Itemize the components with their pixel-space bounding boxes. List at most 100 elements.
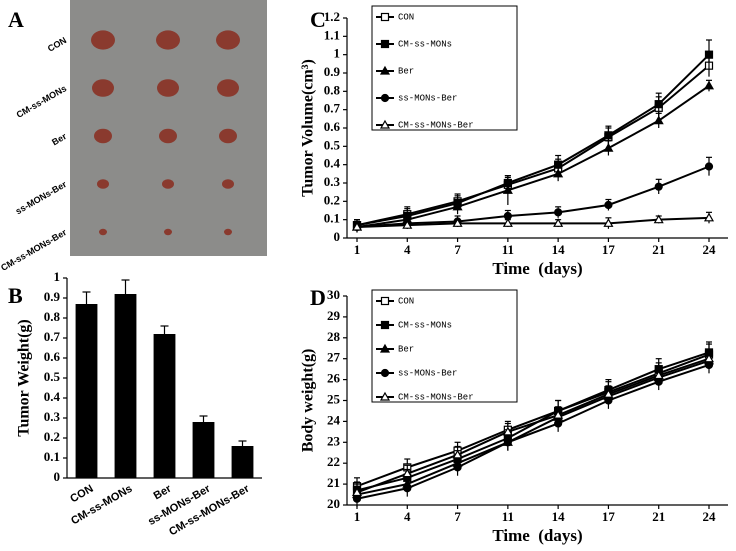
- marker: [703, 80, 715, 90]
- panel-label: B: [8, 283, 23, 308]
- marker: [553, 409, 564, 419]
- y-tick-label: 0.3: [44, 409, 61, 424]
- marker: [604, 131, 613, 140]
- y-tick-label: 20: [327, 496, 340, 511]
- y-tick-label: 0.1: [44, 449, 60, 464]
- marker: [402, 219, 413, 229]
- tumor: [224, 228, 232, 236]
- y-tick-label: 0.5: [324, 137, 341, 152]
- tumor: [94, 128, 112, 144]
- marker: [402, 468, 413, 478]
- tumor: [222, 179, 234, 189]
- x-tick-label: 1: [354, 242, 361, 257]
- marker: [379, 65, 391, 75]
- y-tick-label: 0.4: [44, 389, 61, 404]
- y-tick-label: 1.1: [324, 27, 340, 42]
- series-line: [356, 357, 710, 494]
- x-axis-label: Time (days): [492, 259, 582, 278]
- tumor: [159, 128, 177, 144]
- marker: [453, 463, 462, 472]
- marker: [604, 200, 613, 210]
- legend-label: Ber: [398, 344, 414, 354]
- series-line: [356, 364, 710, 500]
- tumor: [97, 179, 109, 189]
- y-tick-label: 0.9: [44, 289, 61, 304]
- x-tick-label: 14: [552, 242, 566, 257]
- series-line: [356, 64, 710, 227]
- tumor: [164, 228, 172, 236]
- y-tick-label: 0.6: [44, 349, 61, 364]
- marker: [380, 296, 390, 306]
- marker: [452, 201, 463, 211]
- y-tick-label: 0.4: [324, 156, 341, 171]
- series-line: [356, 216, 710, 228]
- x-tick-label: Ber: [152, 482, 175, 502]
- tumor: [91, 30, 115, 50]
- bar: [153, 334, 176, 478]
- x-tick-label: 11: [502, 509, 514, 524]
- marker: [603, 389, 614, 398]
- y-tick-label: 1: [54, 269, 61, 284]
- x-tick-label: 21: [652, 242, 665, 257]
- y-tick-label: 28: [327, 329, 341, 344]
- y-axis-label: Body weight(g): [300, 349, 317, 453]
- y-axis-label: Tumor Volume(cm³): [300, 59, 317, 197]
- y-tick-label: 0.8: [324, 82, 341, 97]
- y-tick-label: 0.9: [324, 64, 341, 79]
- y-tick-label: 0.8: [44, 309, 61, 324]
- marker: [379, 391, 391, 401]
- x-tick-label: 24: [703, 242, 717, 257]
- legend-label: CON: [398, 12, 414, 22]
- panel-label: A: [8, 7, 24, 32]
- y-tick-label: 24: [327, 412, 341, 427]
- series-line: [356, 85, 710, 228]
- marker: [380, 93, 390, 103]
- tumor: [156, 30, 180, 50]
- legend-label: CM-ss-MONs-Ber: [398, 392, 474, 402]
- marker: [703, 353, 715, 363]
- marker: [452, 449, 463, 459]
- tumor: [157, 79, 179, 97]
- y-axis-label: Tumor Weight(g): [16, 319, 33, 437]
- marker: [380, 368, 390, 378]
- tumor: [217, 79, 239, 97]
- x-tick-label: 14: [552, 509, 566, 524]
- marker: [703, 212, 715, 222]
- bar: [75, 304, 98, 478]
- y-tick-label: 0.2: [324, 192, 340, 207]
- bar: [192, 422, 215, 478]
- bar: [114, 294, 137, 478]
- marker: [380, 320, 390, 330]
- series-line: [356, 53, 710, 227]
- y-tick-label: 0.2: [44, 429, 60, 444]
- marker: [379, 119, 391, 129]
- x-tick-label: 7: [454, 509, 461, 524]
- x-tick-label: 11: [502, 242, 514, 257]
- series-line: [356, 359, 710, 496]
- legend-label: CM-ss-MONs: [398, 39, 452, 49]
- photo-row-label: CON: [46, 35, 68, 54]
- x-tick-label: 1: [354, 509, 361, 524]
- tumor: [162, 179, 174, 189]
- y-tick-label: 1: [334, 46, 341, 61]
- tumor: [99, 228, 107, 236]
- y-tick-label: 26: [327, 371, 341, 386]
- marker: [653, 214, 664, 224]
- legend-box: [371, 289, 518, 403]
- x-tick-label: 7: [454, 242, 461, 257]
- marker: [380, 12, 390, 22]
- legend-label: CM-ss-MONs: [398, 320, 452, 330]
- x-axis-label: Time (days): [492, 526, 582, 545]
- y-tick-label: 1.2: [324, 9, 340, 24]
- marker: [379, 343, 391, 353]
- marker: [603, 218, 614, 227]
- panel-label: C: [310, 7, 326, 32]
- x-tick-label: 17: [602, 509, 616, 524]
- marker: [351, 221, 363, 231]
- y-tick-label: 23: [327, 433, 341, 448]
- marker: [553, 168, 564, 178]
- marker: [502, 185, 513, 194]
- marker: [704, 162, 714, 171]
- photo-row-label: CM-ss-MONs: [15, 83, 69, 120]
